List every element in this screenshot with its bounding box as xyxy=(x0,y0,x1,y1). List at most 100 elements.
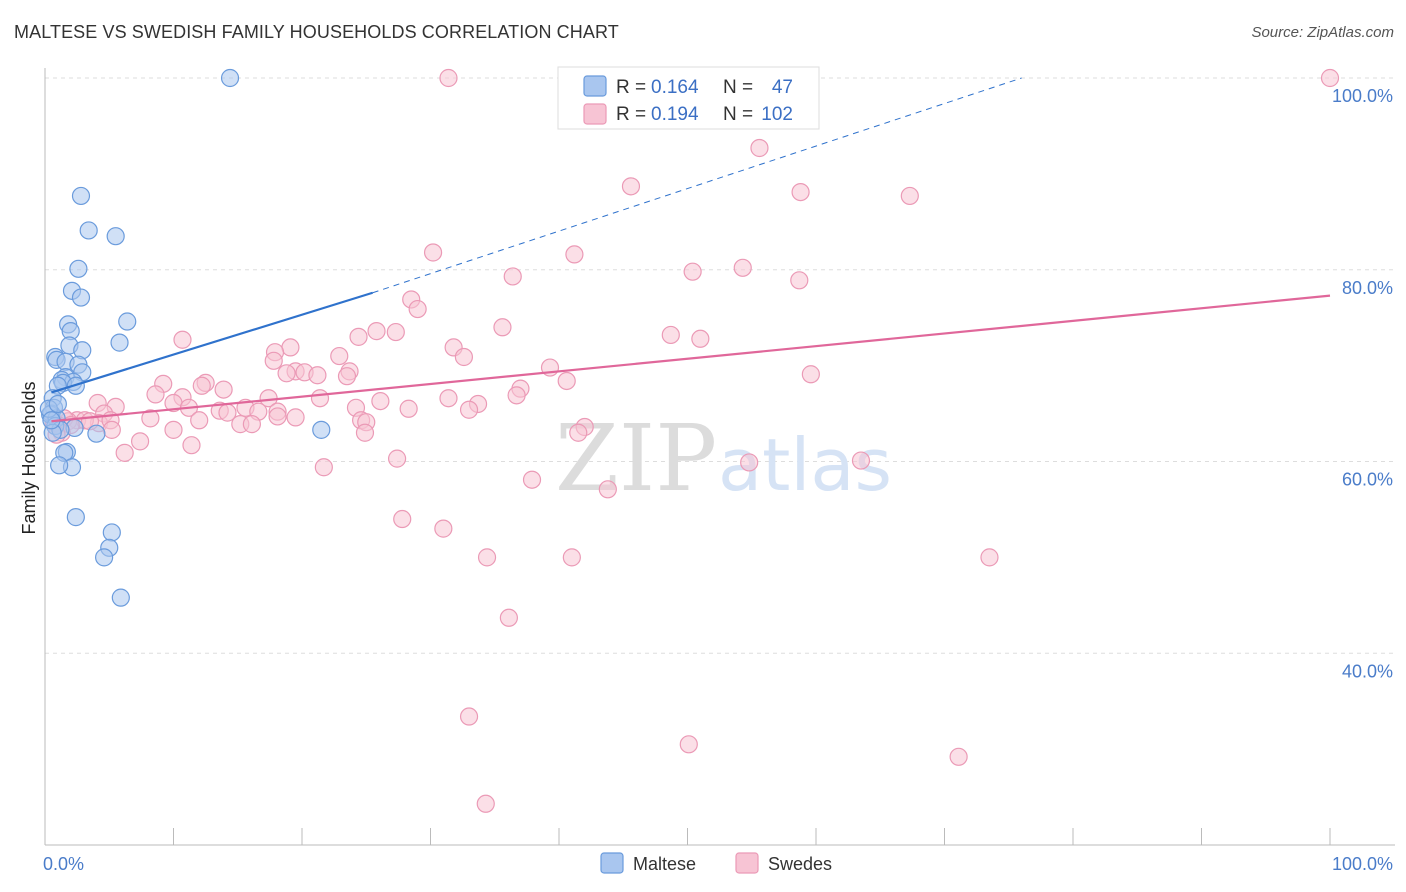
swedes-point xyxy=(683,262,702,281)
swedes-point xyxy=(393,509,412,529)
swedes-point xyxy=(980,548,999,567)
swedes-point xyxy=(900,186,919,206)
swedes-point xyxy=(557,371,576,391)
swedes-point xyxy=(314,458,333,477)
swedes-point xyxy=(115,443,134,462)
bottom-legend-swatch-maltese xyxy=(600,852,624,874)
swedes-point xyxy=(308,366,327,385)
swedes-point xyxy=(477,548,497,567)
swedes-point xyxy=(264,351,283,370)
swedes-point xyxy=(493,318,512,337)
swedes-point xyxy=(790,271,809,290)
bottom-legend: Maltese Swedes xyxy=(600,852,832,874)
legend-r-label-maltese: R = xyxy=(616,77,646,98)
swedes-point xyxy=(146,385,165,404)
swedes-point xyxy=(268,407,287,426)
maltese-point xyxy=(87,424,106,443)
tick-labels: 100.0% 80.0% 60.0% 40.0% 0.0% 100.0% xyxy=(43,86,1393,874)
swedes-point xyxy=(454,347,474,367)
legend: R = 0.164 N = 47 R = 0.194 N = 102 xyxy=(557,66,820,130)
swedes-point xyxy=(949,747,968,766)
maltese-trend-line xyxy=(51,291,374,394)
x-tick-label-max: 100.0% xyxy=(1332,854,1393,874)
maltese-point xyxy=(69,259,88,278)
swedes-point xyxy=(439,68,458,88)
maltese-point xyxy=(95,548,114,567)
swedes-point xyxy=(242,415,261,434)
y-axis-label: Family Households xyxy=(19,381,39,534)
swedes-trend-line xyxy=(51,294,1331,423)
legend-n-value-swedes: 102 xyxy=(761,104,793,125)
trend-lines xyxy=(51,77,1331,423)
swedes-point xyxy=(459,400,479,419)
legend-r-value-swedes: 0.194 xyxy=(651,104,699,125)
x-tick-label-min: 0.0% xyxy=(43,854,84,874)
swedes-point xyxy=(661,325,680,345)
source-credit: Source: ZipAtlas.com xyxy=(1251,24,1394,41)
legend-n-value-maltese: 47 xyxy=(772,77,793,98)
swedes-point xyxy=(337,367,357,386)
swedes-point xyxy=(1320,68,1340,88)
maltese-point xyxy=(110,333,129,352)
swedes-point xyxy=(434,519,453,538)
maltese-point xyxy=(50,456,69,475)
maltese-point xyxy=(66,508,85,527)
swedes-point xyxy=(476,794,495,813)
swedes-point xyxy=(565,245,584,264)
maltese-trend-extension xyxy=(372,77,1022,294)
swedes-point xyxy=(621,177,641,196)
chart-title: MALTESE VS SWEDISH FAMILY HOUSEHOLDS COR… xyxy=(14,22,619,42)
swedes-point xyxy=(679,735,698,754)
maltese-point xyxy=(71,186,91,206)
swedes-point xyxy=(423,243,443,262)
bottom-legend-label-maltese: Maltese xyxy=(633,854,696,874)
legend-r-label-swedes: R = xyxy=(616,104,646,125)
swedes-point xyxy=(439,389,458,408)
swedes-point xyxy=(277,364,296,383)
swedes-point xyxy=(173,330,192,349)
swedes-point xyxy=(459,707,479,726)
axes xyxy=(44,68,1395,846)
swedes-point xyxy=(190,411,209,430)
legend-swatch-swedes xyxy=(583,103,607,125)
swedes-point xyxy=(349,327,368,346)
swedes-point xyxy=(598,480,617,499)
swedes-point xyxy=(164,420,183,439)
swedes-point xyxy=(399,399,418,418)
swedes-point xyxy=(214,380,233,399)
maltese-point xyxy=(312,420,331,439)
y-tick-label: 100.0% xyxy=(1332,86,1393,106)
swedes-point xyxy=(750,138,769,158)
maltese-point xyxy=(71,288,91,307)
swedes-point xyxy=(387,449,407,468)
y-tick-label: 60.0% xyxy=(1342,470,1393,490)
swedes-point xyxy=(562,548,581,567)
swedes-point xyxy=(801,365,820,384)
swedes-point xyxy=(691,329,710,348)
maltese-point xyxy=(48,394,67,414)
y-tick-label: 40.0% xyxy=(1342,661,1393,681)
maltese-point xyxy=(118,312,137,331)
bottom-legend-label-swedes: Swedes xyxy=(768,854,832,874)
swedes-point xyxy=(791,182,810,202)
swedes-point xyxy=(310,389,330,408)
legend-n-label-swedes: N = xyxy=(723,104,753,125)
swedes-point xyxy=(102,420,121,439)
grid-lines xyxy=(45,77,1395,654)
swedes-point xyxy=(408,299,427,319)
legend-swatch-maltese xyxy=(583,75,607,97)
swedes-point xyxy=(130,432,150,451)
swedes-point xyxy=(569,423,588,442)
swedes-point xyxy=(281,338,300,357)
legend-r-value-maltese: 0.164 xyxy=(651,77,699,98)
swedes-point xyxy=(141,409,160,428)
maltese-point xyxy=(79,221,98,240)
swedes-point xyxy=(522,470,542,489)
swedes-point xyxy=(386,322,405,342)
swedes-point xyxy=(499,608,518,627)
swedes-point xyxy=(371,391,390,411)
maltese-point xyxy=(220,68,240,88)
legend-n-label-maltese: N = xyxy=(723,77,753,98)
maltese-points xyxy=(39,68,331,607)
